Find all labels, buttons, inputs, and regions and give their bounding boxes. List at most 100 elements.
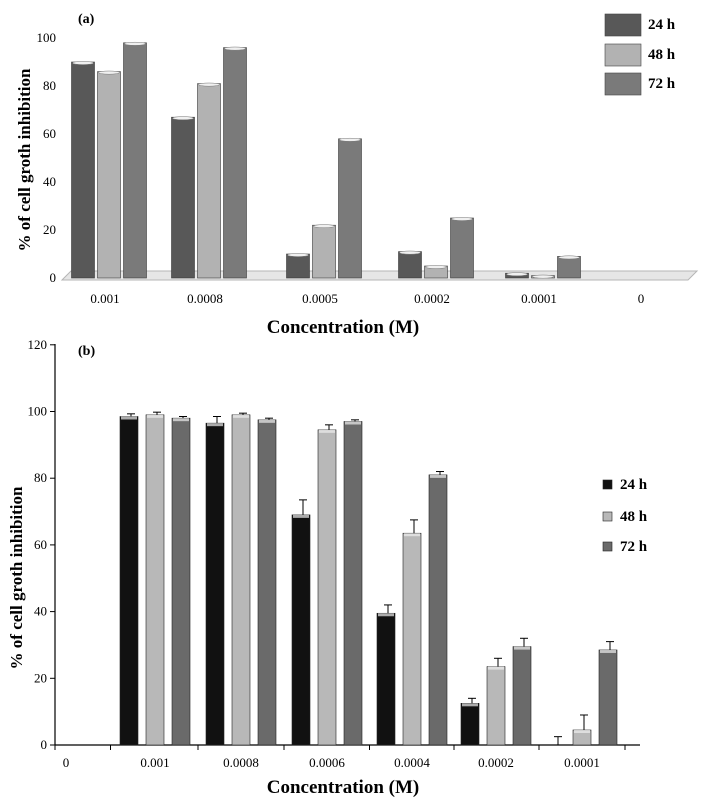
bar-b-72-h-0-0001 (598, 649, 618, 746)
bar-a-48-h-0-0005 (312, 224, 336, 279)
panel-b-x-axis-label: Concentration (M) (267, 777, 420, 798)
legend-a-swatch-72-h (604, 72, 642, 96)
bar-a-cap-72-h-0-0002 (451, 217, 473, 221)
bar-b-cap-48-h-0-001 (147, 414, 163, 418)
bar-b-72-h-0-0008 (257, 419, 277, 746)
legend-b-label-48-h: 48 h (620, 509, 648, 525)
bar-b-24-h-0-0002 (460, 703, 480, 746)
bar-b-72-h-0-0002 (512, 646, 532, 746)
panel-a-x-tick-label: 0 (638, 291, 645, 306)
bar-b-cap-72-h-0-0002 (514, 646, 530, 650)
bar-a-cap-48-h-0-001 (98, 70, 120, 75)
bar-a-24-h-0-0008 (171, 116, 195, 279)
bar-a-cap-48-h-0-0002 (425, 265, 447, 269)
legend-b-swatch-48-h (602, 511, 613, 522)
bar-a-24-h-0-0002 (398, 251, 422, 279)
bar-b-cap-48-h-0-0004 (404, 533, 420, 537)
bar-a-cap-24-h-0-0008 (172, 116, 194, 121)
bar-b-cap-72-h-0-0004 (430, 474, 446, 478)
bar-b-cap-24-h-0-0004 (378, 613, 394, 617)
legend-b-label-24-h: 24 h (620, 477, 648, 493)
bar-a-cap-24-h-0-0001 (506, 272, 528, 277)
bar-b-cap-24-h-0-0008 (207, 423, 223, 427)
bar-b-cap-24-h-0-001 (121, 416, 137, 420)
bar-a-cap-72-h-0-0001 (558, 255, 580, 260)
bar-b-24-h-0-0004 (376, 612, 396, 746)
panel-a-y-axis-label: % of cell groth inhibition (15, 68, 34, 251)
bar-b-cap-48-h-0-0001 (574, 729, 590, 733)
bar-a-72-h-0-0001 (557, 256, 581, 279)
panel-a-x-tick-label: 0.0002 (414, 291, 450, 306)
bar-b-48-h-0-0006 (317, 429, 337, 746)
bar-a-24-h-0-001 (71, 61, 95, 279)
bar-b-24-h-0-0008 (205, 422, 225, 746)
panel-b-y-tick-label: 80 (34, 470, 47, 485)
panel-b-x-tick-label: 0.0004 (394, 755, 430, 770)
legend-b-swatch-24-h (602, 479, 613, 490)
bar-a-72-h-0-001 (123, 42, 147, 279)
panel-a-x-tick-label: 0.0005 (302, 291, 338, 306)
bar-b-cap-48-h-0-0006 (319, 429, 335, 433)
panel-b-x-tick-label: 0.0001 (564, 755, 600, 770)
legend-a-label-72-h: 72 h (648, 76, 676, 92)
panel-a: (a) % of cell groth inhibition Concentra… (15, 12, 699, 338)
panel-b-x-tick-label: 0.0006 (309, 755, 345, 770)
panel-a-x-tick-label: 0.0008 (187, 291, 223, 306)
panel-b-y-tick-label: 40 (34, 604, 47, 619)
bar-a-cap-24-h-0-0005 (287, 253, 309, 257)
panel-a-y-tick-label: 0 (50, 270, 57, 285)
bar-a-24-h-0-0005 (286, 253, 310, 279)
bar-a-48-h-0-0008 (197, 83, 221, 279)
panel-a-y-tick-label: 40 (43, 174, 56, 189)
panel-a-y-tick-label: 20 (43, 222, 56, 237)
panel-b-y-axis-label: % of cell groth inhibition (7, 486, 26, 669)
legend-b-swatch-72-h (602, 541, 613, 552)
bar-b-cap-24-h-0-0002 (462, 703, 478, 707)
panel-b-y-tick-label: 20 (34, 670, 47, 685)
bar-a-cap-72-h-0-0008 (224, 46, 246, 51)
bar-b-cap-48-h-0-0002 (488, 666, 504, 670)
bar-b-48-h-0-0002 (486, 666, 506, 746)
bar-a-cap-72-h-0-001 (124, 41, 146, 46)
panel-b-label: (b) (78, 344, 95, 359)
panel-b: (b) % of cell groth inhibition Concentra… (7, 337, 648, 798)
panel-a-floor (60, 270, 699, 281)
bar-b-cap-24-h-0-0006 (293, 514, 309, 518)
legend-a-swatch-48-h (604, 43, 642, 67)
panel-b-y-tick-label: 0 (41, 737, 48, 752)
bar-b-72-h-0-0006 (343, 421, 363, 746)
bar-b-48-h-0-001 (145, 414, 165, 746)
bar-b-24-h-0-001 (119, 416, 139, 746)
bar-b-cap-72-h-0-0001 (600, 649, 616, 653)
panel-b-y-tick-label: 60 (34, 537, 47, 552)
bar-a-72-h-0-0008 (223, 47, 247, 279)
bar-b-48-h-0-0004 (402, 532, 422, 746)
panel-a-label: (a) (78, 12, 95, 27)
bar-a-cap-72-h-0-0005 (339, 137, 361, 142)
legend-a-label-24-h: 24 h (648, 17, 676, 33)
bar-b-cap-72-h-0-0008 (259, 419, 275, 423)
panel-b-x-tick-label: 0.001 (140, 755, 169, 770)
bar-a-72-h-0-0002 (450, 217, 474, 279)
bar-b-cap-72-h-0-0006 (345, 421, 361, 425)
legend-a-swatch-24-h (604, 13, 642, 37)
bar-a-cap-24-h-0-0002 (399, 250, 421, 255)
bar-a-72-h-0-0005 (338, 138, 362, 279)
panel-a-x-tick-label: 0.001 (90, 291, 119, 306)
bar-b-cap-72-h-0-001 (173, 418, 189, 422)
bar-a-48-h-0-001 (97, 71, 121, 279)
legend-b-label-72-h: 72 h (620, 539, 648, 555)
panel-b-x-tick-label: 0 (63, 755, 70, 770)
bar-a-cap-48-h-0-0001 (532, 274, 554, 279)
bar-b-24-h-0-0006 (291, 514, 311, 746)
bar-b-72-h-0-0004 (428, 474, 448, 746)
panel-b-y-tick-label: 120 (28, 337, 48, 352)
bar-b-cap-48-h-0-0008 (233, 414, 249, 418)
bar-b-48-h-0-0008 (231, 414, 251, 746)
bar-b-72-h-0-001 (171, 417, 191, 746)
panel-a-y-tick-label: 100 (37, 30, 57, 45)
panel-b-x-tick-label: 0.0002 (478, 755, 514, 770)
panel-a-y-tick-label: 60 (43, 126, 56, 141)
bar-a-cap-24-h-0-001 (72, 61, 94, 65)
bar-a-cap-48-h-0-0008 (198, 82, 220, 87)
